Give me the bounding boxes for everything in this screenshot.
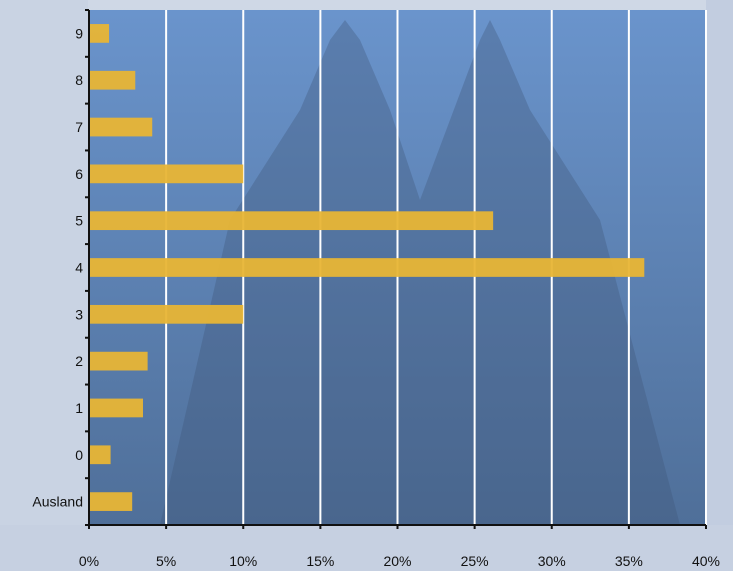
y-tick-label: 9 — [75, 25, 83, 41]
y-tick-label: 5 — [75, 213, 83, 229]
x-tick-label: 40% — [692, 553, 720, 569]
x-tick-label: 5% — [156, 553, 176, 569]
y-tick-label: 4 — [75, 260, 83, 276]
y-tick-label: 0 — [75, 447, 83, 463]
x-tick-label: 15% — [306, 553, 334, 569]
x-tick-label: 35% — [615, 553, 643, 569]
y-tick-label: Ausland — [32, 494, 83, 510]
x-tick-label: 30% — [538, 553, 566, 569]
x-tick-label: 10% — [229, 553, 257, 569]
y-tick-label: 6 — [75, 166, 83, 182]
bar — [89, 24, 110, 43]
y-tick-label: 1 — [75, 400, 83, 416]
y-tick-label: 8 — [75, 72, 83, 88]
bar — [89, 492, 133, 511]
bar — [89, 117, 153, 137]
bar — [89, 351, 148, 371]
x-tick-label: 0% — [79, 553, 99, 569]
bar — [89, 70, 136, 90]
bar — [89, 164, 244, 184]
bar — [89, 445, 111, 465]
x-tick-label: 25% — [461, 553, 489, 569]
y-tick-label: 7 — [75, 119, 83, 135]
y-tick-label: 2 — [75, 353, 83, 369]
bar — [89, 304, 244, 324]
y-tick-label: 3 — [75, 306, 83, 322]
x-tick-label: 20% — [383, 553, 411, 569]
bar — [89, 398, 143, 418]
bar — [89, 211, 494, 231]
bar — [89, 258, 645, 277]
